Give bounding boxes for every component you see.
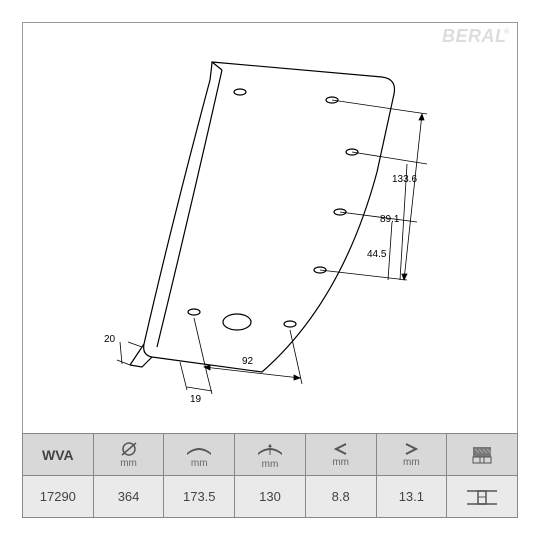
arc-width-icon (184, 441, 214, 457)
arc-height-icon (255, 440, 285, 458)
header-arc-height: mm (235, 434, 306, 476)
svg-text:92: 92 (242, 356, 254, 367)
value-max: 13.1 (376, 476, 447, 518)
svg-text:44.5: 44.5 (367, 249, 387, 260)
header-diameter: mm (93, 434, 164, 476)
value-rivet-type (447, 476, 518, 518)
header-max: mm (376, 434, 447, 476)
value-arc-height: 130 (235, 476, 306, 518)
svg-text:89.1: 89.1 (380, 214, 400, 225)
value-min: 8.8 (305, 476, 376, 518)
rivet-section-icon (465, 486, 499, 508)
value-diameter: 364 (93, 476, 164, 518)
header-wva: WVA (23, 434, 94, 476)
diameter-icon (118, 441, 140, 457)
svg-text:20: 20 (104, 334, 116, 345)
value-arc: 173.5 (164, 476, 235, 518)
rivet-icon (469, 443, 495, 467)
svg-text:19: 19 (190, 394, 202, 402)
value-wva: 17290 (23, 476, 94, 518)
spec-table: WVA mm mm mm mm mm (22, 433, 518, 518)
header-min: mm (305, 434, 376, 476)
technical-drawing: 133.6 89.1 44.5 92 19 20 (22, 22, 518, 402)
less-than-icon (332, 442, 350, 456)
greater-than-icon (402, 442, 420, 456)
header-arc: mm (164, 434, 235, 476)
svg-text:133.6: 133.6 (392, 174, 417, 185)
header-rivet (447, 434, 518, 476)
